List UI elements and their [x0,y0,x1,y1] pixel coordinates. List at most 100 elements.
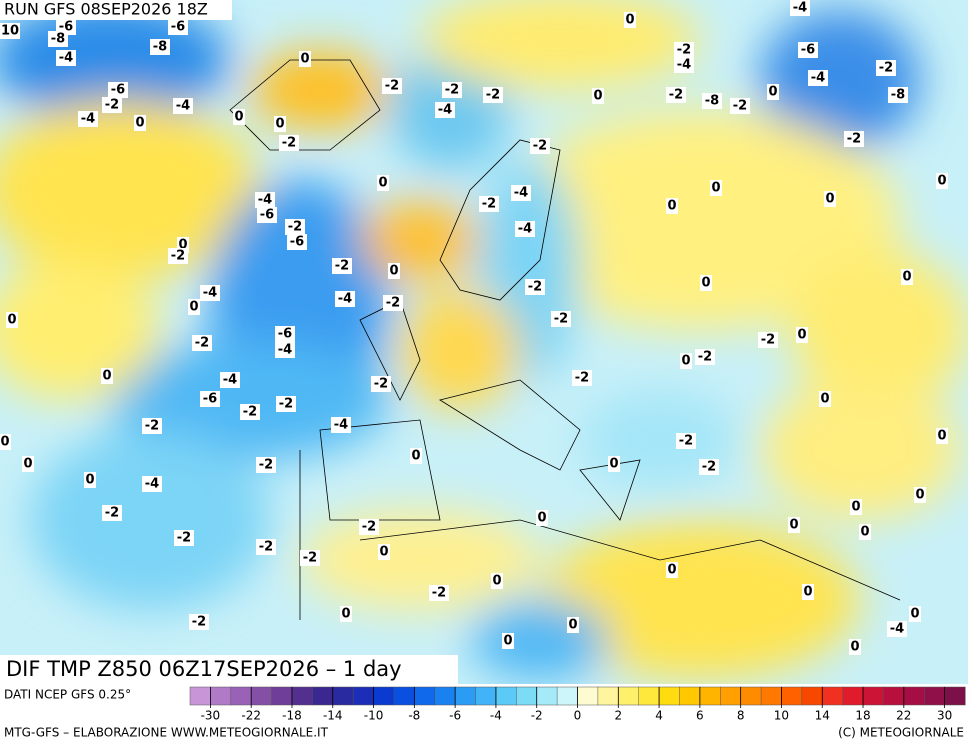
contour-label: 0 [379,545,388,560]
color-swatch [312,686,334,706]
contour-label: 0 [0,435,9,450]
contour-label-box [276,396,296,412]
contour-label: -6 [290,235,304,250]
contour-label: 0 [300,52,309,67]
contour-label-box [859,524,871,540]
color-swatch [434,686,456,706]
color-swatch [597,686,619,706]
contour-label-box [479,196,499,212]
contour-label-box [429,585,449,601]
color-swatch [679,686,701,706]
contour-label-box [796,327,808,343]
contour-label: 0 [189,300,198,315]
contour-label-box [331,417,351,433]
contour-label: -2 [669,88,683,103]
color-tick-label: 2 [614,709,622,723]
contour-label: -2 [105,98,119,113]
contour-label: -4 [176,99,190,114]
contour-label-box [200,391,220,407]
contour-label-box [192,335,212,351]
contour-label: 0 [85,473,94,488]
contour-label: -8 [891,88,905,103]
contour-label-box [530,138,550,154]
contour-label-box [275,326,295,342]
contour-label-box [340,606,352,622]
contour-label-box [388,263,400,279]
contour-label-box [435,102,455,118]
contour-label-box [0,434,11,450]
contour-label-box [788,517,800,533]
contour-label: 0 [768,85,777,100]
contour-label: 0 [389,264,398,279]
contour-label-box [515,221,535,237]
contour-label: -6 [801,43,815,58]
contour-label-box [257,207,277,223]
contour-label-box [850,499,862,515]
contour-label-box [378,544,390,560]
color-tick-label: -6 [449,709,461,723]
contour-label-box [802,584,814,600]
contour-label-box [335,291,355,307]
contour-label: -2 [733,99,747,114]
contour-label: 0 [593,89,602,104]
title-box [0,655,458,684]
contour-label-box [695,349,715,365]
contour-label: -2 [486,88,500,103]
color-swatch [923,686,946,706]
color-swatch [821,686,844,706]
contour-label: 0 [234,110,243,125]
contour-label: 0 [568,618,577,633]
color-tick-label: -8 [408,709,420,723]
contour-label: -4 [258,193,272,208]
color-tick-label: -4 [490,709,502,723]
color-swatch [618,686,640,706]
contour-label-box [876,60,896,76]
contour-label: -2 [847,132,861,147]
contour-label: 0 [492,574,501,589]
contour-label: -4 [334,418,348,433]
contour-label: -2 [195,336,209,351]
contour-label: -2 [259,458,273,473]
color-tick-label: -22 [241,709,261,723]
contour-label: 0 [503,634,512,649]
contour-label: -2 [171,249,185,264]
map-title: DIF TMP Z850 06Z17SEP2026 – 1 day [6,657,402,681]
contour-label-box [730,98,750,114]
contour-label: 0 [23,457,32,472]
contour-label: -2 [335,259,349,274]
contour-label-box [255,192,275,208]
contour-label-box [758,332,778,348]
color-tick-label: 8 [737,709,745,723]
contour-label: 0 [797,328,806,343]
contour-label: 0 [537,511,546,526]
color-swatch [556,686,579,706]
contour-label: -4 [278,343,292,358]
contour-label-box [56,50,76,66]
contour-label: -8 [51,32,65,47]
contour-label: -6 [171,20,185,35]
contour-label-box [359,519,379,535]
color-swatch [373,686,395,706]
contour-label: -8 [705,94,719,109]
contour-label: -2 [192,615,206,630]
contour-label: -2 [282,136,296,151]
contour-label-box [808,70,828,86]
contour-label: 0 [7,313,16,328]
contour-label-box [220,372,240,388]
contour-label-box [702,93,722,109]
color-swatch [516,686,538,706]
color-tick-label: -30 [201,709,221,723]
contour-label: 0 [681,354,690,369]
contour-label-box [200,285,220,301]
contour-label: -2 [679,434,693,449]
contour-label: -2 [279,397,293,412]
color-swatch [454,686,477,706]
color-swatch [842,686,864,706]
contour-label: -2 [677,43,691,58]
contour-label: -4 [518,222,532,237]
contour-label: -2 [177,531,191,546]
contour-label-box [608,456,620,472]
contour-label: -2 [575,371,589,386]
contour-label-box [233,109,245,125]
